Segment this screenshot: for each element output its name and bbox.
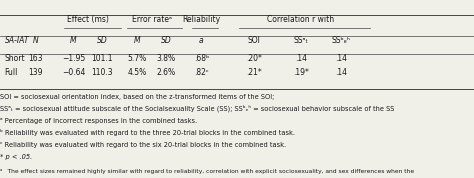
Text: SSᵃₜ = sociosexual attitude subscale of the Socialsexuality Scale (SS); SSᵇₑʰ = : SSᵃₜ = sociosexual attitude subscale of … — [0, 104, 394, 112]
Text: .14: .14 — [335, 68, 347, 77]
Text: 139: 139 — [28, 68, 43, 77]
Text: .14: .14 — [335, 54, 347, 63]
Text: SSᵃₜ: SSᵃₜ — [293, 36, 309, 45]
Text: SOI = sociosexual orientation index, based on the z-transformed items of the SOI: SOI = sociosexual orientation index, bas… — [0, 94, 274, 100]
Text: 3.8%: 3.8% — [156, 54, 175, 63]
Text: .20*: .20* — [246, 54, 262, 63]
Text: SA-IAT: SA-IAT — [5, 36, 29, 45]
Text: −0.64: −0.64 — [62, 68, 85, 77]
Text: 110.3: 110.3 — [91, 68, 113, 77]
Text: Error rateᵃ: Error rateᵃ — [132, 15, 172, 24]
Text: SD: SD — [161, 36, 171, 45]
Text: 4.5%: 4.5% — [128, 68, 147, 77]
Text: .21*: .21* — [246, 68, 262, 77]
Text: Reliability: Reliability — [182, 15, 220, 24]
Text: .19*: .19* — [293, 68, 309, 77]
Text: SD: SD — [97, 36, 107, 45]
Text: M: M — [134, 36, 141, 45]
Text: * p < .05.: * p < .05. — [0, 154, 32, 160]
Text: .14: .14 — [295, 54, 307, 63]
Text: ᵃ: ᵃ — [0, 169, 2, 174]
Text: SOI: SOI — [247, 36, 260, 45]
Text: Effect (ms): Effect (ms) — [67, 15, 109, 24]
Text: 101.1: 101.1 — [91, 54, 113, 63]
Text: SSᵇₑʰ: SSᵇₑʰ — [332, 36, 351, 45]
Text: .68ᵇ: .68ᵇ — [194, 54, 209, 63]
Text: M: M — [70, 36, 77, 45]
Text: a: a — [199, 36, 204, 45]
Text: 2.6%: 2.6% — [156, 68, 175, 77]
Text: Short: Short — [5, 54, 26, 63]
Text: ᵃ Percentage of incorrect responses in the combined tasks.: ᵃ Percentage of incorrect responses in t… — [0, 118, 197, 124]
Text: N: N — [33, 36, 38, 45]
Text: .82ᶜ: .82ᶜ — [194, 68, 209, 77]
Text: ᵇ Reliability was evaluated with regard to the three 20-trial blocks in the comb: ᵇ Reliability was evaluated with regard … — [0, 129, 295, 136]
Text: ᶜ Reliability was evaluated with regard to the six 20-trial blocks in the combin: ᶜ Reliability was evaluated with regard … — [0, 142, 286, 148]
Text: 5.7%: 5.7% — [128, 54, 147, 63]
Text: −1.95: −1.95 — [62, 54, 85, 63]
Text: Correlation r with: Correlation r with — [267, 15, 335, 24]
Text: The effect sizes remained highly similar with regard to reliability, correlation: The effect sizes remained highly similar… — [0, 169, 414, 174]
Text: 163: 163 — [28, 54, 43, 63]
Text: Full: Full — [5, 68, 18, 77]
